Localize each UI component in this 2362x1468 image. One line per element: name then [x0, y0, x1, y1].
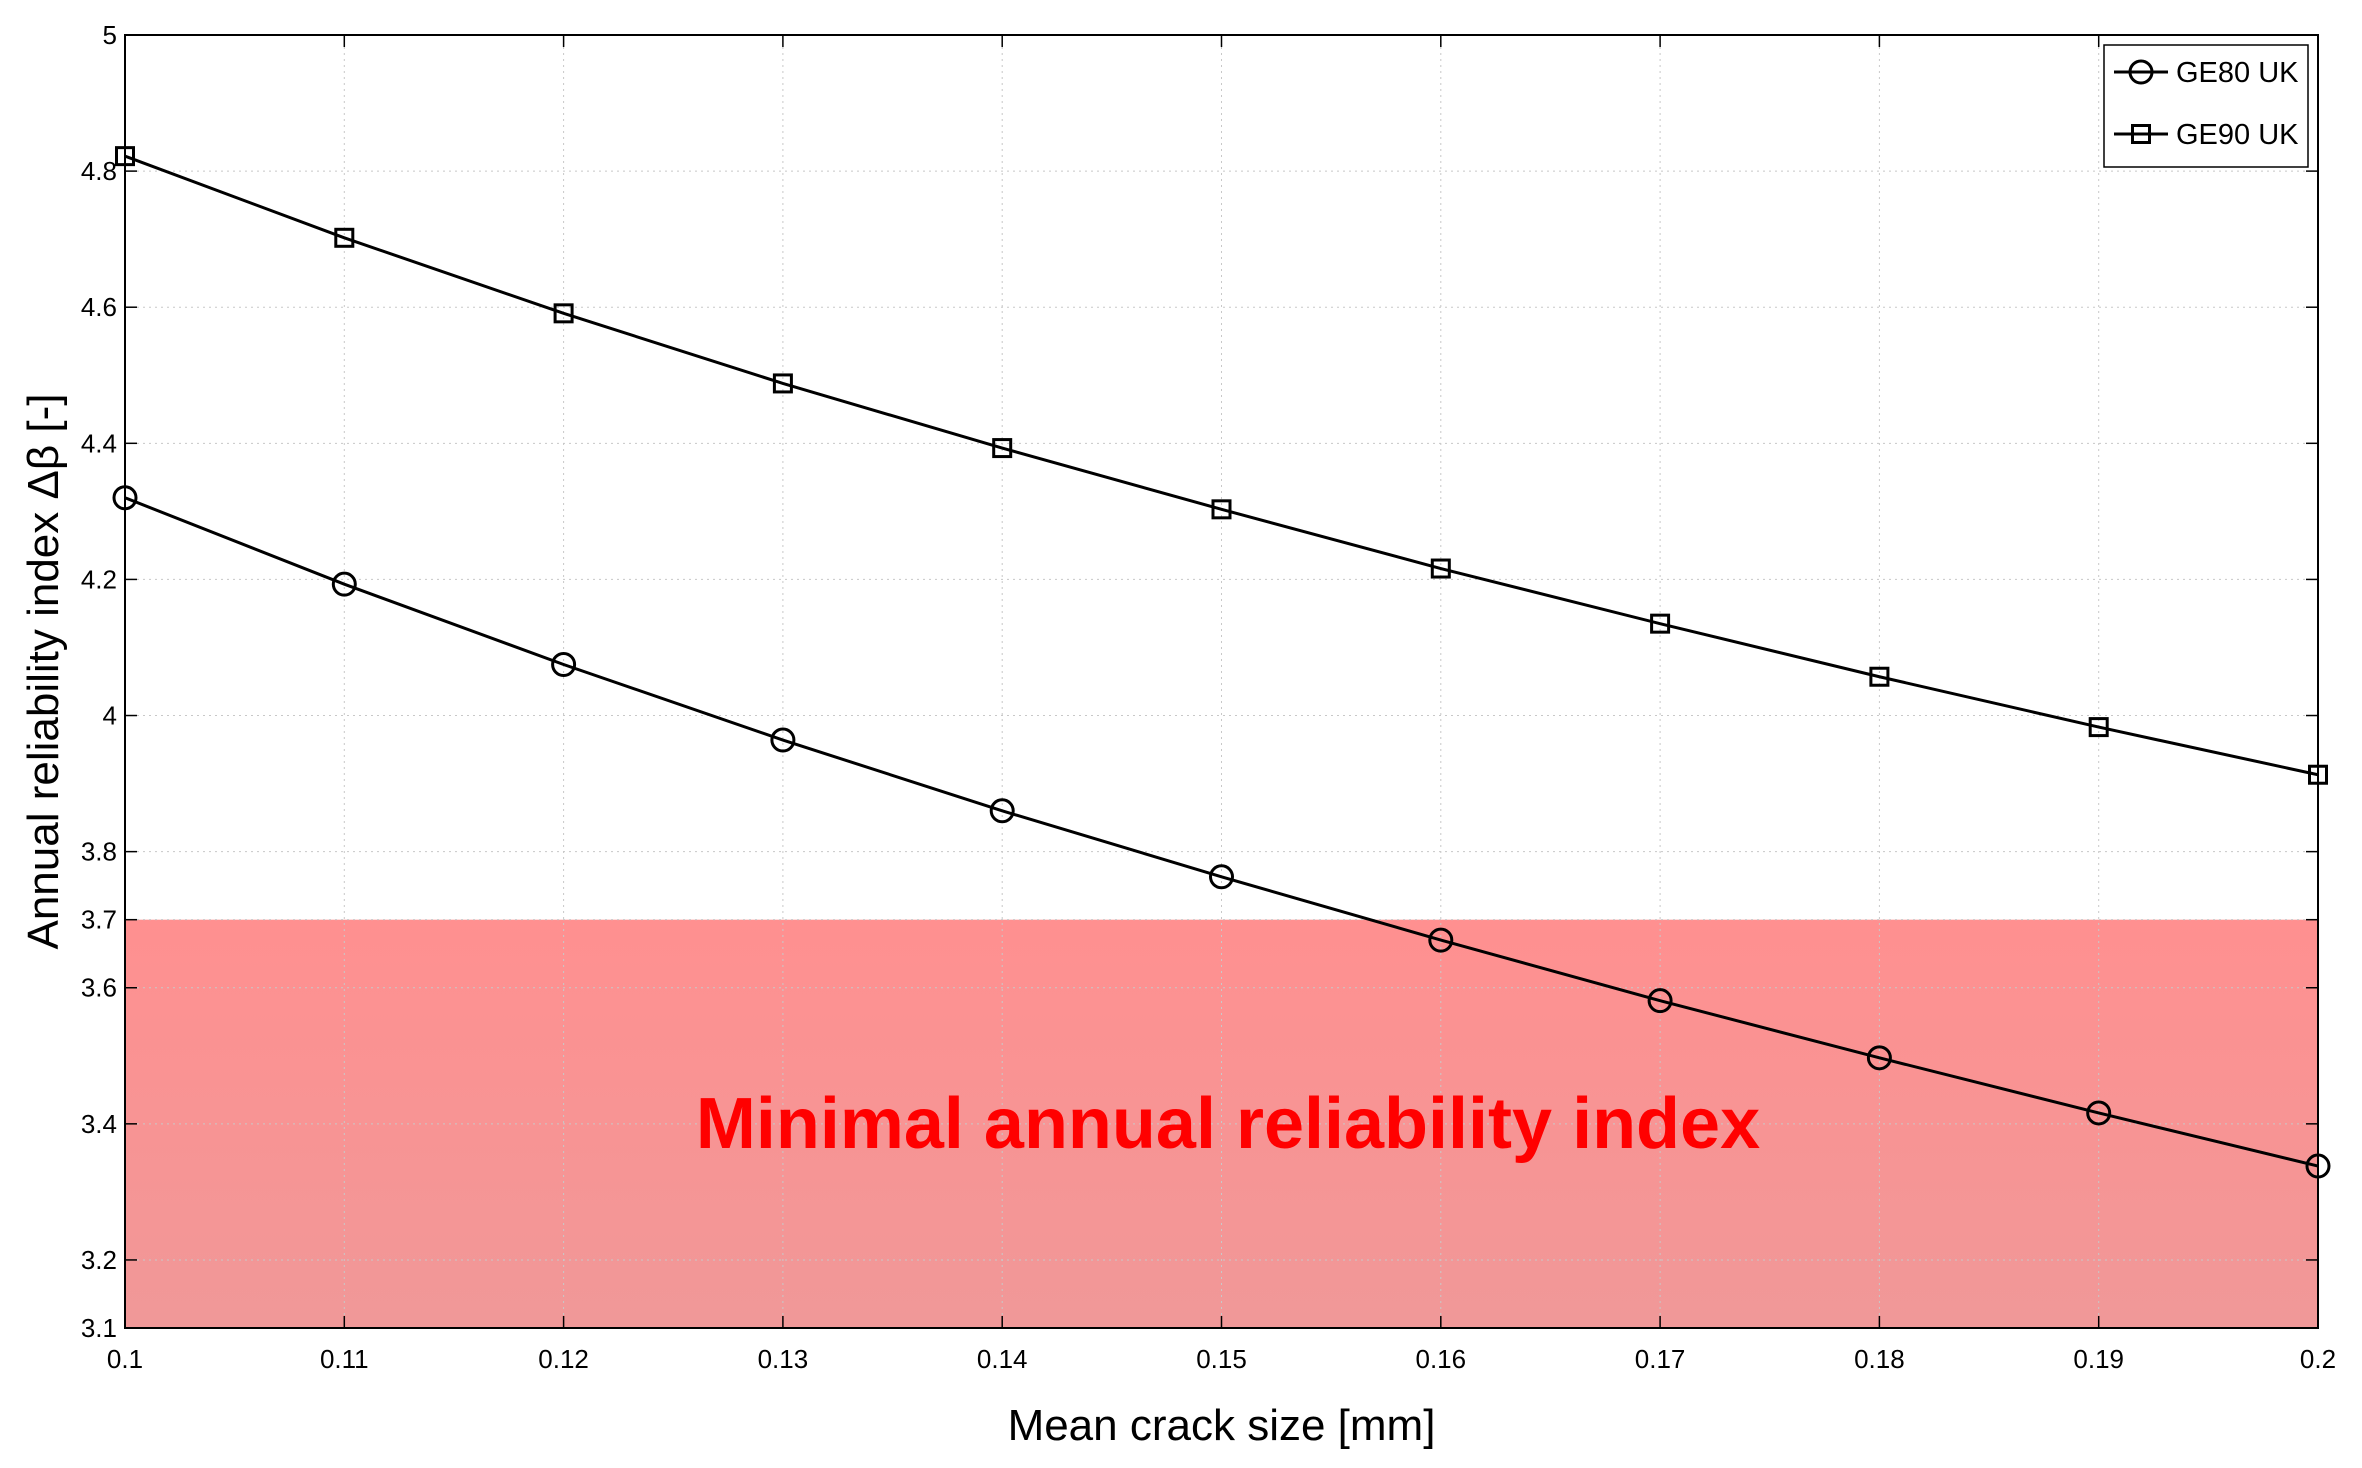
- data-point: [1211, 499, 1232, 520]
- data-point: [331, 571, 357, 597]
- legend: GE80 UK GE90 UK: [2103, 44, 2309, 168]
- data-point: [2086, 1100, 2112, 1126]
- series-line: [124, 496, 2319, 1168]
- data-point: [2308, 764, 2328, 785]
- x-tick-label: 0.1: [107, 1344, 143, 1374]
- y-tick-label: 3.8: [81, 837, 117, 867]
- y-tick-label: 4.2: [81, 564, 117, 594]
- y-axis-title: Annual reliability index Δβ [-]: [19, 393, 68, 949]
- y-tick-label: 3.4: [81, 1109, 117, 1139]
- data-point: [770, 727, 796, 753]
- y-tick-label: 4: [103, 701, 117, 731]
- y-tick-label: 5: [103, 20, 117, 50]
- y-tick-label: 3.7: [81, 905, 117, 935]
- data-point: [1869, 666, 1890, 687]
- x-tick-label: 0.16: [1415, 1344, 1466, 1374]
- y-tick-label: 3.1: [81, 1313, 117, 1343]
- data-point: [1209, 864, 1234, 890]
- data-point: [112, 485, 138, 511]
- x-tick-label: 0.13: [758, 1344, 809, 1374]
- x-tick-labels: 0.1 0.11 0.12 0.13 0.14 0.15 0.16 0.17 0.18 0.19 0…: [107, 1344, 2336, 1374]
- series-ge80-uk: [112, 485, 2331, 1179]
- y-tick-label: 3.2: [81, 1245, 117, 1275]
- x-tick-label: 0.2: [2300, 1344, 2336, 1374]
- series-ge90-uk: [115, 146, 2328, 785]
- y-tick-label: 3.6: [81, 973, 117, 1003]
- data-point: [2305, 1153, 2331, 1179]
- legend-marker: [2131, 124, 2151, 144]
- x-tick-label: 0.18: [1854, 1344, 1905, 1374]
- data-point: [1866, 1045, 1892, 1071]
- data-point: [1430, 558, 1451, 579]
- data-point: [551, 651, 577, 677]
- legend-marker: [2128, 59, 2154, 85]
- x-tick-label: 0.17: [1635, 1344, 1686, 1374]
- data-point: [115, 146, 135, 167]
- legend-label: GE80 UK: [2176, 57, 2299, 89]
- data-point: [1650, 613, 1671, 634]
- legend-item: GE90 UK: [2114, 119, 2299, 151]
- x-tick-label: 0.14: [977, 1344, 1028, 1374]
- data-point: [1647, 988, 1673, 1014]
- legend-box: [2103, 44, 2309, 168]
- x-axis-title: Mean crack size [mm]: [1008, 1401, 1436, 1450]
- data-point: [2088, 717, 2109, 738]
- data-point: [772, 373, 793, 394]
- axis-ticks: [124, 34, 2319, 1329]
- y-tick-labels: 3.1 3.2 3.4 3.6 3.7 3.8 4 4.2 4.4 4.6 4.8 5: [81, 20, 117, 1343]
- legend-label: GE90 UK: [2176, 119, 2299, 151]
- data-point: [989, 798, 1015, 824]
- band-annotation: Minimal annual reliability index: [696, 1084, 1760, 1164]
- data-series: [112, 146, 2331, 1179]
- data-point: [992, 438, 1013, 459]
- data-point: [553, 303, 574, 324]
- y-tick-label: 4.6: [81, 292, 117, 322]
- x-tick-label: 0.12: [538, 1344, 589, 1374]
- legend-item: GE80 UK: [2114, 57, 2299, 89]
- data-point: [334, 227, 355, 248]
- x-tick-label: 0.19: [2073, 1344, 2124, 1374]
- data-point: [1428, 927, 1454, 953]
- series-line: [124, 154, 2319, 777]
- y-tick-label: 4.4: [81, 428, 117, 458]
- y-tick-label: 4.8: [81, 156, 117, 186]
- x-tick-label: 0.15: [1196, 1344, 1247, 1374]
- x-tick-label: 0.11: [320, 1344, 369, 1374]
